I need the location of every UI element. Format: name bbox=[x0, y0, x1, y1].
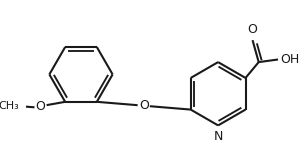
Text: O: O bbox=[36, 100, 46, 113]
Text: N: N bbox=[213, 130, 223, 143]
Text: OH: OH bbox=[281, 53, 300, 66]
Text: CH₃: CH₃ bbox=[0, 101, 20, 111]
Text: O: O bbox=[139, 99, 149, 112]
Text: O: O bbox=[248, 23, 257, 36]
